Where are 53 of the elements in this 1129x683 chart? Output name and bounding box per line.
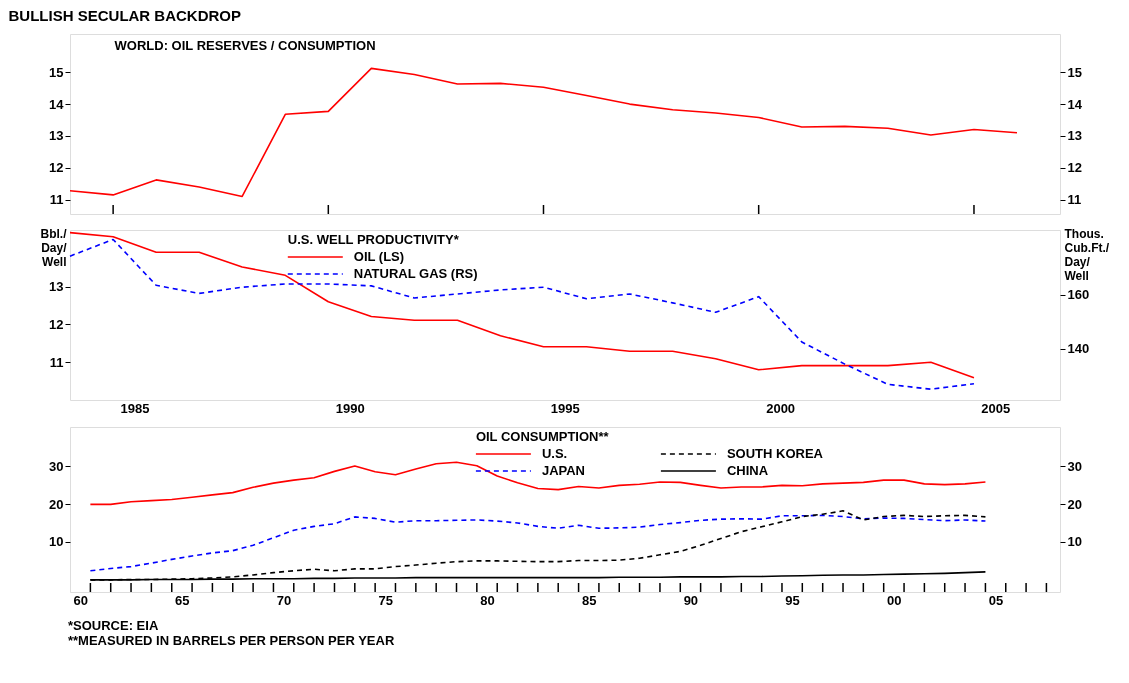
line-series	[89, 461, 987, 506]
x-tick-label: 05	[988, 592, 1004, 608]
y2-tick-label: 11	[1067, 192, 1082, 208]
y2-tick-label: 140	[1067, 341, 1090, 357]
chart-title: BULLISH SECULAR BACKDROP	[8, 7, 242, 24]
y2-tick-label: 14	[1067, 96, 1083, 112]
y2-tick-label: 12	[1067, 160, 1082, 176]
text: **MEASURED IN BARRELS PER PERSON PER YEAR	[68, 633, 395, 648]
legend-label: OIL (LS)	[353, 249, 405, 264]
y-tick-label: 14	[49, 96, 65, 112]
chart-subtitle: WORLD: OIL RESERVES / CONSUMPTION	[114, 38, 376, 53]
x-tick-label: 90	[683, 592, 699, 608]
x-tick-label: 60	[73, 592, 88, 608]
x-tick-label: 1990	[335, 400, 365, 416]
y2-tick-label: 10	[1067, 534, 1082, 550]
x-tick-label: 2005	[981, 400, 1011, 416]
x-tick-label: 1985	[120, 400, 150, 416]
y-tick-label: 15	[49, 64, 64, 80]
y2-tick-label: 30	[1067, 458, 1082, 474]
x-tick-label: 65	[175, 592, 190, 608]
y2-tick-label: 13	[1067, 128, 1082, 144]
x-tick-label: 70	[276, 592, 292, 608]
y-tick-label: 13	[49, 128, 64, 144]
legend-label: JAPAN	[541, 463, 586, 478]
legend-title: OIL CONSUMPTION**	[475, 429, 610, 444]
legend-label: CHINA	[726, 463, 769, 478]
x-tick-label: 80	[480, 592, 495, 608]
y-tick-label: 12	[49, 316, 64, 332]
y2-tick-label: 160	[1067, 287, 1090, 303]
y-tick-label: 13	[49, 279, 64, 295]
legend-label: SOUTH KOREA	[726, 446, 824, 461]
y2-axis-title: Thous. Cub.Ft./Day/Well	[1064, 226, 1110, 283]
y2-tick-label: 20	[1067, 496, 1082, 512]
x-tick-label: 95	[785, 592, 800, 608]
y-tick-label: 30	[49, 458, 64, 474]
y-tick-label: 20	[49, 496, 64, 512]
line-series	[89, 514, 987, 572]
y-tick-label: 10	[49, 534, 64, 550]
y-tick-label: 12	[49, 160, 64, 176]
y-tick-label: 11	[49, 354, 64, 370]
line-series	[69, 67, 1018, 198]
legend-label: U.S.	[541, 446, 568, 461]
y-axis-title: Bbl./Day/Well	[40, 226, 68, 269]
text: *SOURCE: EIA	[68, 618, 159, 633]
x-tick-label: 2000	[766, 400, 796, 416]
legend-title: U.S. WELL PRODUCTIVITY*	[287, 232, 460, 247]
x-tick-label: 85	[581, 592, 597, 608]
x-tick-label: 1995	[550, 400, 580, 416]
x-tick-label: 00	[887, 592, 902, 608]
y-tick-label: 11	[49, 192, 64, 208]
y2-tick-label: 15	[1067, 64, 1082, 80]
x-tick-label: 75	[378, 592, 393, 608]
legend-label: NATURAL GAS (RS)	[353, 266, 478, 281]
